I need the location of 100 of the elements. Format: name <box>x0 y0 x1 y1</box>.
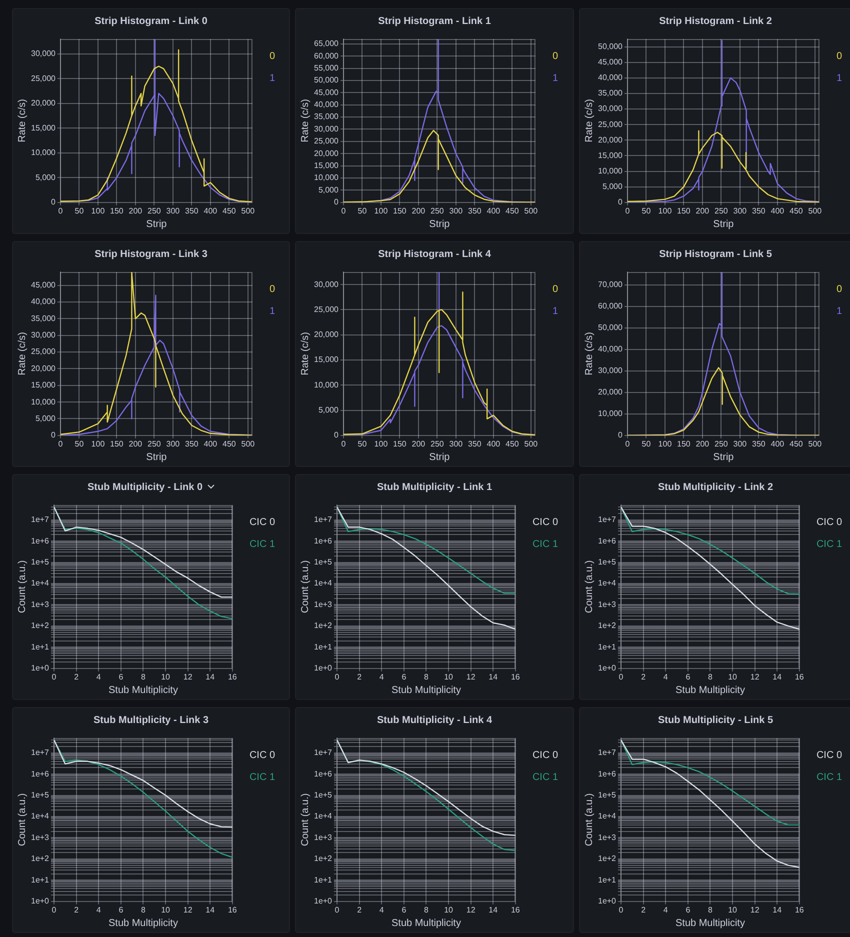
x-tick-label: 14 <box>488 672 498 682</box>
y-tick-label: 1e+1 <box>314 642 333 652</box>
text: 0 <box>552 284 558 295</box>
x-tick-label: 350 <box>185 206 199 216</box>
y-tick-label: 20,000 <box>314 148 340 158</box>
y-tick-label: 40,000 <box>598 344 624 354</box>
x-tick-label: 4 <box>663 905 668 914</box>
y-tick-label: 1e+2 <box>598 854 617 864</box>
x-tick-label: 10 <box>161 672 171 682</box>
y-tick-label: 1e+0 <box>30 664 50 673</box>
y-tick-label: 15,000 <box>31 380 56 390</box>
y-tick-label: 0 <box>334 430 340 440</box>
x-tick-label: 50 <box>358 439 368 448</box>
y-tick-label: 50,000 <box>314 76 340 85</box>
x-tick-label: 14 <box>772 905 782 914</box>
y-tick-label: 1e+4 <box>314 812 333 821</box>
chart-title: Stub Multiplicity - Link 1 <box>376 481 493 495</box>
x-axis-title: Stub Multiplicity <box>108 684 178 696</box>
chart-title: Stub Multiplicity - Link 5 <box>657 714 774 728</box>
x-tick-label: 14 <box>488 905 498 914</box>
y-tick-label: 25,000 <box>31 347 56 356</box>
x-tick-label: 2 <box>74 672 80 682</box>
x-tick-label: 450 <box>222 439 236 448</box>
y-tick-label: 1e+0 <box>314 896 333 906</box>
y-tick-label: 1e+0 <box>598 896 617 906</box>
y-tick-label: 1e+3 <box>598 600 617 609</box>
x-tick-label: 500 <box>241 439 256 448</box>
x-tick-label: 100 <box>91 439 106 448</box>
y-axis-title: Count (a.u.) <box>300 793 311 846</box>
x-tick-label: 100 <box>91 206 106 216</box>
y-tick-label: 25,000 <box>31 74 56 83</box>
y-tick-label: 0 <box>51 430 56 440</box>
text: CIC 1 <box>249 538 276 550</box>
x-axis-title: Stub Multiplicity <box>675 684 745 696</box>
x-tick-label: 4 <box>379 672 384 682</box>
x-tick-label: 250 <box>148 206 162 216</box>
y-tick-label: 60,000 <box>598 302 624 311</box>
y-tick-label: 5,000 <box>602 182 624 192</box>
x-tick-label: 6 <box>402 672 407 682</box>
y-tick-label: 1e+2 <box>598 621 617 630</box>
y-tick-label: 1e+0 <box>598 664 617 673</box>
y-tick-label: 45,000 <box>31 280 56 290</box>
y-tick-label: 40,000 <box>598 73 624 82</box>
x-tick-label: 300 <box>449 439 464 448</box>
y-tick-label: 45,000 <box>314 88 340 97</box>
y-tick-label: 20,000 <box>314 330 340 340</box>
text: 1 <box>836 306 842 317</box>
x-tick-label: 8 <box>141 672 146 682</box>
x-tick-label: 350 <box>752 206 766 216</box>
y-tick-label: 20,000 <box>598 135 624 144</box>
x-tick-label: 500 <box>808 206 822 216</box>
x-tick-label: 0 <box>58 206 64 216</box>
y-tick-label: 1e+6 <box>30 536 50 546</box>
y-tick-label: 1e+3 <box>314 832 333 842</box>
x-tick-label: 300 <box>733 206 748 216</box>
y-tick-label: 65,000 <box>314 39 340 48</box>
y-tick-label: 25,000 <box>314 136 340 146</box>
x-tick-label: 10 <box>728 672 738 682</box>
y-tick-label: 1e+5 <box>598 790 617 800</box>
y-tick-label: 25,000 <box>314 304 340 314</box>
x-tick-label: 10 <box>444 672 454 682</box>
x-tick-label: 150 <box>110 439 124 448</box>
x-tick-label: 16 <box>228 672 238 682</box>
x-tick-label: 200 <box>412 206 426 216</box>
chart-title: Strip Histogram - Link 2 <box>658 15 773 29</box>
x-tick-label: 300 <box>166 439 180 448</box>
x-tick-label: 10 <box>161 905 171 914</box>
y-tick-label: 1e+7 <box>314 515 333 524</box>
y-tick-label: 0 <box>51 198 56 207</box>
x-tick-label: 6 <box>686 905 691 914</box>
y-tick-label: 10,000 <box>31 397 56 406</box>
x-tick-label: 350 <box>468 206 482 216</box>
x-tick-label: 14 <box>206 905 216 914</box>
y-tick-label: 10,000 <box>598 166 624 176</box>
text: 0 <box>836 50 842 62</box>
x-tick-label: 6 <box>118 672 124 682</box>
y-tick-label: 1e+7 <box>598 748 617 758</box>
x-tick-label: 50 <box>74 206 84 216</box>
x-tick-label: 50 <box>642 439 652 448</box>
text: 1 <box>552 72 558 84</box>
x-tick-label: 250 <box>430 206 444 216</box>
x-axis-title: Strip <box>146 218 168 230</box>
x-tick-label: 4 <box>96 905 102 914</box>
y-axis-title: Count (a.u.) <box>16 793 28 846</box>
x-tick-label: 200 <box>696 439 710 448</box>
x-axis-title: Stub Multiplicity <box>108 918 178 929</box>
y-tick-label: 1e+5 <box>314 557 333 566</box>
y-tick-label: 1e+2 <box>30 621 50 630</box>
y-tick-label: 10,000 <box>598 409 624 418</box>
x-tick-label: 300 <box>449 206 464 216</box>
y-tick-label: 1e+1 <box>598 642 617 652</box>
y-axis-title: Count (a.u.) <box>16 560 28 614</box>
y-tick-label: 10,000 <box>31 148 56 158</box>
y-axis-title: Rate (c/s) <box>584 332 595 376</box>
y-tick-label: 30,000 <box>31 49 56 58</box>
y-axis-title: Count (a.u.) <box>584 560 595 614</box>
y-tick-label: 1e+4 <box>598 578 617 588</box>
y-tick-label: 1e+3 <box>598 832 617 842</box>
y-tick-label: 5,000 <box>35 172 56 182</box>
y-tick-label: 1e+2 <box>314 854 333 864</box>
